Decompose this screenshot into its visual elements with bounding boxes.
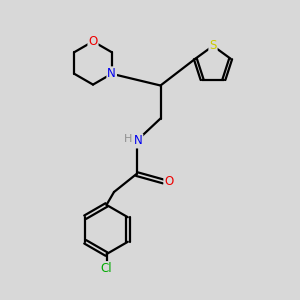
Text: H: H <box>124 134 132 145</box>
Text: O: O <box>164 175 173 188</box>
Text: N: N <box>134 134 142 148</box>
Text: S: S <box>209 39 217 52</box>
Text: Cl: Cl <box>101 262 112 275</box>
Text: O: O <box>88 35 98 48</box>
Text: N: N <box>107 67 116 80</box>
